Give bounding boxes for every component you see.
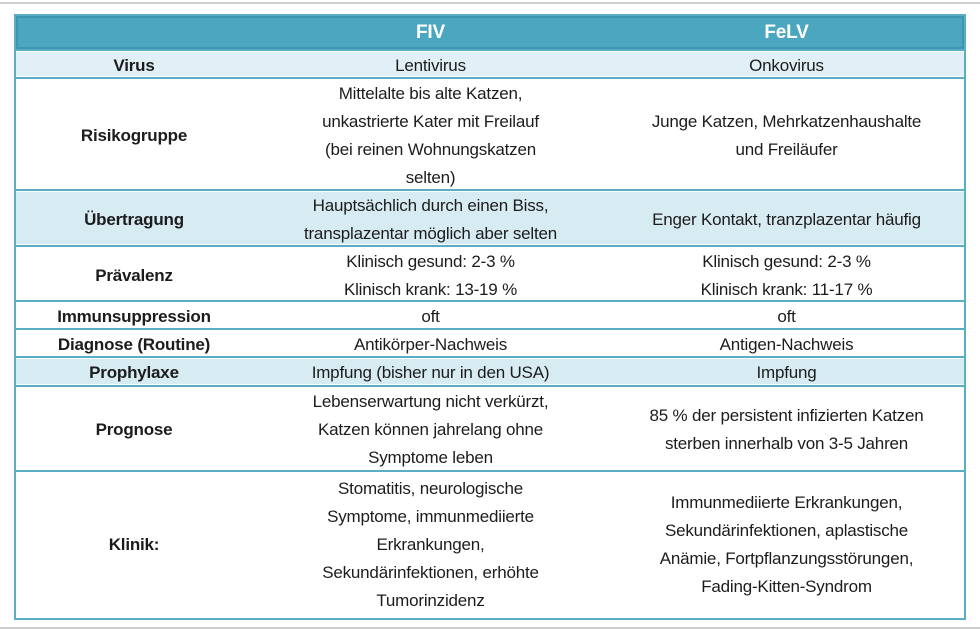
felv-cell: oft — [777, 307, 796, 326]
table-row-prognose: Prognose Lebenserwartung nicht verkürzt,… — [16, 385, 964, 470]
felv-cell: Onkovirus — [749, 56, 824, 75]
table-header-row: FIV FeLV — [16, 16, 964, 49]
fiv-cell: Lentivirus — [395, 56, 466, 75]
fiv-felv-comparison-table: FIV FeLV Virus Lentivirus Onkovirus Risi… — [14, 14, 966, 620]
row-label: Virus — [113, 56, 155, 75]
table-row-diagnose: Diagnose (Routine) Antikörper-Nachweis A… — [16, 328, 964, 356]
table-row-immunsuppression: Immunsuppression oft oft — [16, 300, 964, 328]
row-label: Übertragung — [84, 210, 184, 229]
felv-cell: Enger Kontakt, tranzplazentar häufig — [652, 210, 921, 229]
felv-cell: Klinisch gesund: 2-3 % Klinisch krank: 1… — [700, 252, 873, 299]
row-label: Immunsuppression — [57, 307, 211, 326]
felv-cell: Junge Katzen, Mehrkatzenhaushalte und Fr… — [651, 112, 922, 159]
felv-cell: Antigen-Nachweis — [719, 335, 854, 354]
row-label: Prophylaxe — [89, 363, 179, 382]
row-label: Prognose — [95, 420, 173, 439]
fiv-cell: Lebenserwartung nicht verkürzt, Katzen k… — [312, 392, 549, 467]
column-header-felv: FeLV — [764, 22, 809, 43]
table-row-prophylaxe: Prophylaxe Impfung (bisher nur in den US… — [16, 356, 964, 385]
fiv-cell: oft — [421, 307, 440, 326]
page-top-rule — [0, 2, 980, 4]
fiv-cell: Antikörper-Nachweis — [353, 335, 508, 354]
table-row-risikogruppe: Risikogruppe Mittelalte bis alte Katzen,… — [16, 77, 964, 189]
table-row-uebertragung: Übertragung Hauptsächlich durch einen Bi… — [16, 189, 964, 245]
table-row-virus: Virus Lentivirus Onkovirus — [16, 49, 964, 77]
felv-cell: Impfung — [756, 363, 817, 382]
table-row-praevalenz: Prävalenz Klinisch gesund: 2-3 % Klinisc… — [16, 245, 964, 300]
fiv-cell: Hauptsächlich durch einen Biss, transpla… — [303, 196, 558, 243]
row-label: Risikogruppe — [80, 126, 188, 145]
fiv-cell: Impfung (bisher nur in den USA) — [311, 363, 550, 382]
row-label: Klinik: — [108, 535, 160, 554]
header-empty-cell — [16, 32, 252, 34]
row-label: Prävalenz — [95, 266, 173, 285]
column-header-fiv: FIV — [416, 22, 445, 43]
fiv-cell: Klinisch gesund: 2-3 % Klinisch krank: 1… — [343, 252, 518, 299]
fiv-cell: Mittelalte bis alte Katzen, unkastrierte… — [322, 84, 539, 187]
table-row-klinik: Klinik: Stomatitis, neurologische Sympto… — [16, 470, 964, 618]
felv-cell: 85 % der persistent infizierten Katzen s… — [649, 406, 924, 453]
felv-cell: Immunmediierte Erkrankungen, Sekundärinf… — [659, 493, 914, 596]
fiv-cell: Stomatitis, neurologische Symptome, immu… — [322, 479, 539, 610]
row-label: Diagnose (Routine) — [57, 335, 211, 354]
page-bottom-rule — [0, 627, 980, 629]
